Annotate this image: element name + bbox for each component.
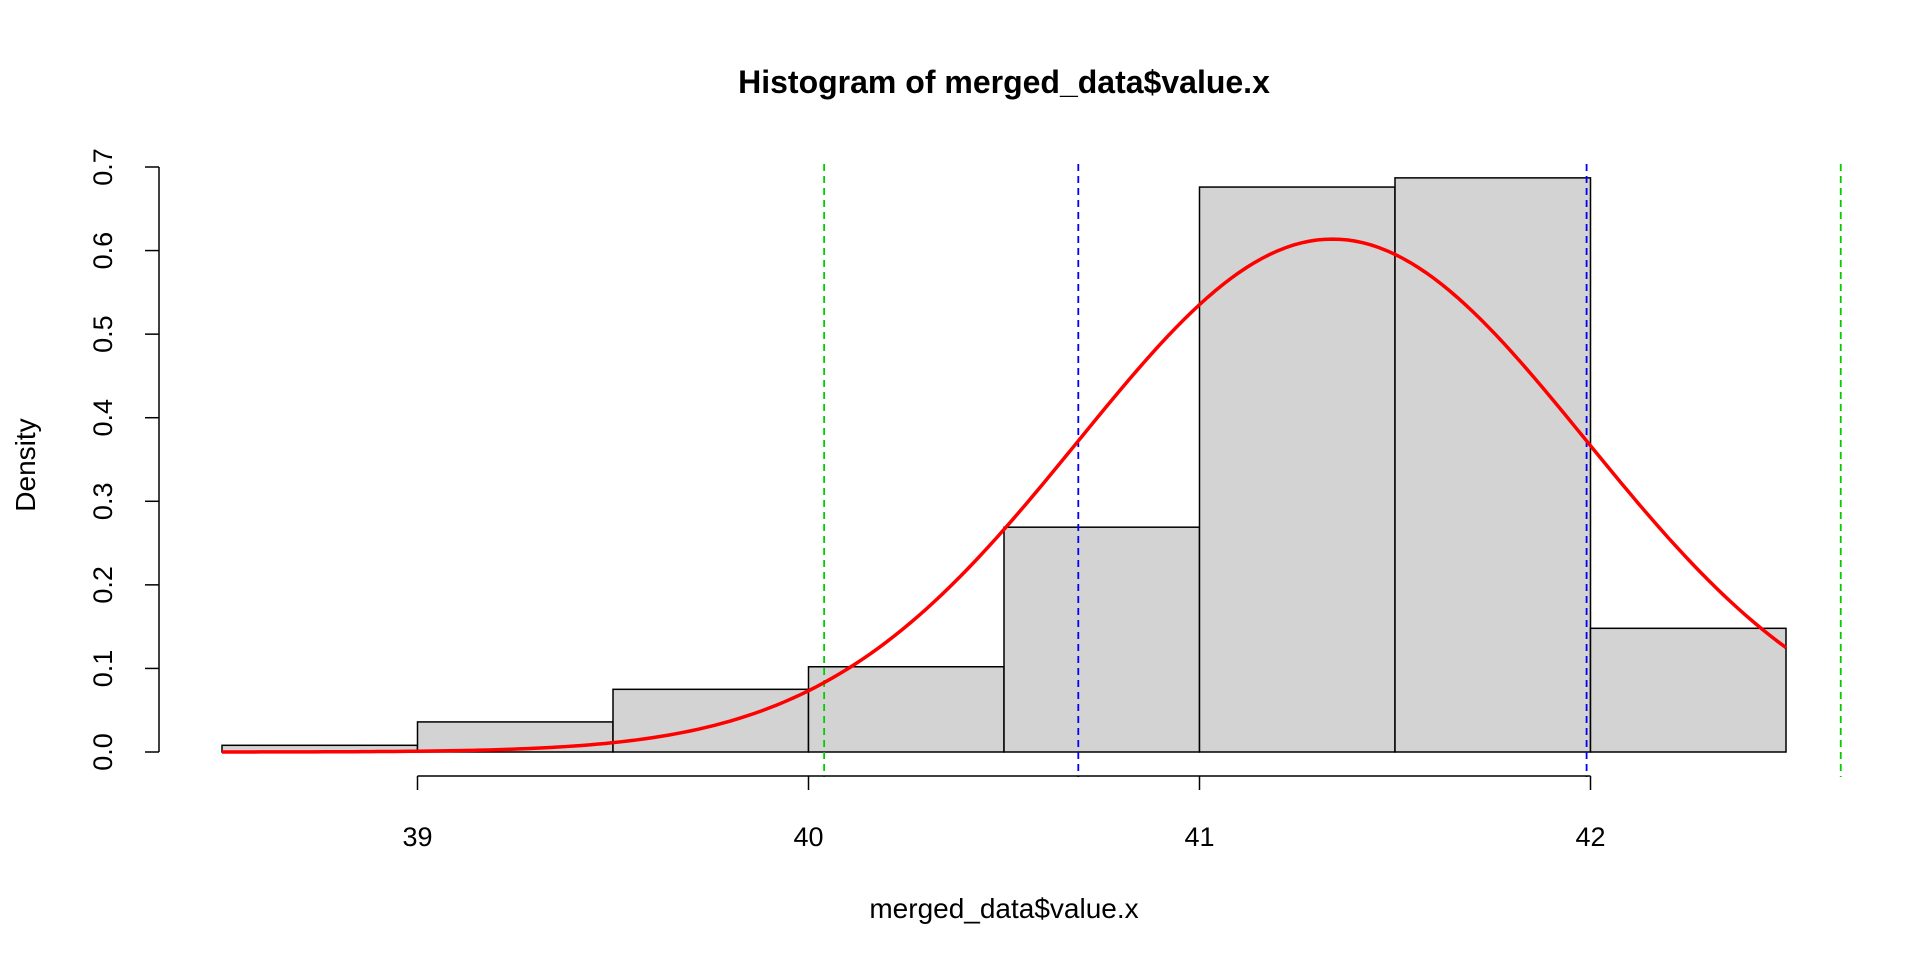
x-tick-label: 41 [1184,822,1214,852]
y-tick-label: 0.5 [88,315,118,353]
histogram-bar-7 [1394,177,1592,753]
chart-title: Histogram of merged_data$value.x [738,64,1270,100]
y-tick-label: 0.2 [88,566,118,604]
y-tick-label: 0.4 [88,399,118,437]
y-tick-label: 0.7 [88,148,118,186]
density-curve [222,237,1788,754]
x-tick-label: 42 [1575,822,1605,852]
y-axis: 0.0 0.1 0.2 0.3 0.4 0.5 0.6 0.7 [88,148,160,771]
x-tick-label: 39 [402,822,432,852]
x-axis-label: merged_data$value.x [869,893,1138,924]
histogram-bar-8 [1589,627,1787,753]
x-axis: 39 40 41 42 [402,775,1606,852]
y-axis-label: Density [10,418,41,511]
histogram-bar-5 [1003,526,1201,753]
histogram-bar-4 [807,666,1005,753]
histogram-bar-3 [612,688,810,753]
y-tick-label: 0.3 [88,483,118,521]
y-tick-label: 0.0 [88,733,118,771]
y-tick-label: 0.1 [88,650,118,688]
y-tick-label: 0.6 [88,232,118,270]
reference-lines [823,164,1842,777]
histogram-bars [221,177,1787,753]
histogram-bar-6 [1198,186,1396,753]
x-tick-label: 40 [793,822,823,852]
